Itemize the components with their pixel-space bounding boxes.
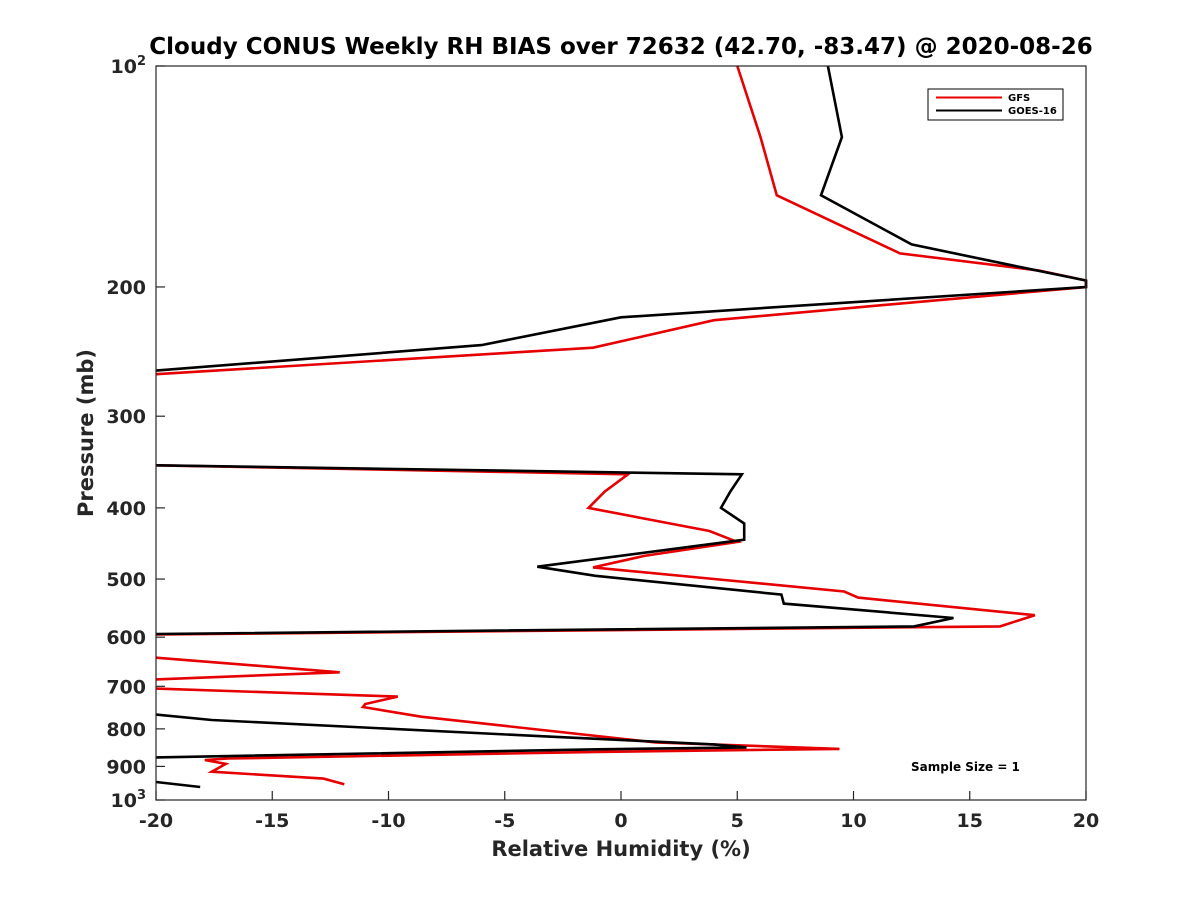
x-tick-label: 0 [614, 810, 627, 832]
x-tick-label: -20 [139, 810, 173, 832]
legend-label-goes-16: GOES-16 [1008, 106, 1057, 117]
legend-label-gfs: GFS [1008, 93, 1030, 104]
series-line-gfs-segment-4 [155, 687, 840, 786]
series-line-goes-16-segment-1 [155, 65, 1088, 372]
y-tick-label: 400 [106, 498, 146, 520]
sample-size-annotation: Sample Size = 1 [911, 760, 1020, 774]
series-line-goes-16-segment-3 [155, 713, 747, 759]
y-tick-label: 600 [106, 627, 146, 649]
y-tick-label: 300 [106, 406, 146, 428]
y-axis-ticks: 102 200 300 400 500 600 700 800 900 103 [106, 54, 165, 812]
series-line-goes-16-segment-4 [155, 780, 201, 789]
series-line-gfs-segment-2 [155, 464, 1036, 636]
chart-title: Cloudy CONUS Weekly RH BIAS over 72632 (… [149, 34, 1092, 60]
x-tick-label: 10 [840, 810, 866, 832]
series-layer [155, 65, 1088, 789]
y-tick-label: 900 [106, 756, 146, 778]
y-tick-label: 500 [106, 569, 146, 591]
x-tick-label: 5 [731, 810, 744, 832]
y-tick-label: 800 [106, 719, 146, 741]
x-axis-label: Relative Humidity (%) [491, 837, 750, 861]
x-axis-ticks: -20 -15 -10 -5 0 5 10 15 20 [139, 791, 1099, 832]
y-tick-label: 700 [106, 676, 146, 698]
y-axis-label: Pressure (mb) [74, 349, 98, 517]
x-tick-label: 15 [957, 810, 983, 832]
x-tick-label: -10 [371, 810, 405, 832]
y-tick-label: 200 [106, 277, 146, 299]
series-line-goes-16-segment-2 [155, 464, 954, 636]
series-line-gfs-segment-3 [155, 656, 340, 681]
y-tick-label: 102 [111, 54, 147, 78]
legend-box [927, 88, 1064, 121]
x-tick-label: 20 [1073, 810, 1099, 832]
y-tick-label: 103 [111, 788, 147, 812]
legend: GFS GOES-16 [927, 88, 1064, 121]
x-tick-label: -15 [255, 810, 289, 832]
x-tick-label: -5 [494, 810, 515, 832]
